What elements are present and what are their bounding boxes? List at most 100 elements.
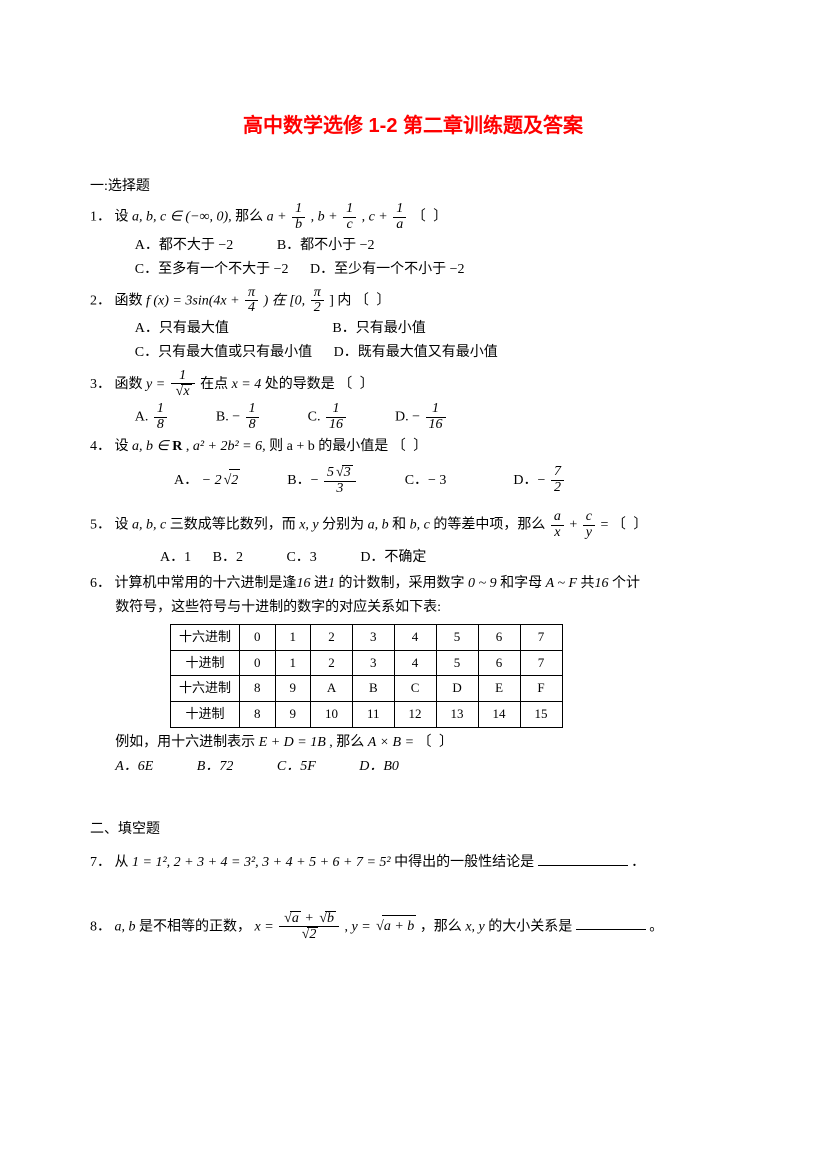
q3-options: A. 18 B. − 18 C. 116 D. − 116 (135, 402, 736, 432)
cell: B (353, 676, 395, 702)
q2-options: A．只有最大值 B．只有最小值 C．只有最大值或只有最小值 D．既有最大值又有最… (135, 318, 736, 365)
q8-xden: 2 (279, 926, 339, 943)
q8-ab: a, b (115, 919, 136, 934)
q1-expr-b: , b + (311, 210, 338, 225)
q1-frac-1: 1b (292, 202, 305, 232)
q8-sqa: a (282, 911, 301, 927)
q5-stem: 5． 设 a, b, c 三数成等比数列，而 x, y 分别为 a, b 和 b… (90, 510, 736, 540)
q4-num: 4． (90, 439, 111, 454)
q4-C: C．− 3 (405, 473, 447, 488)
cell: 12 (394, 702, 436, 728)
q3-y: y = (146, 377, 169, 392)
q5-plus: + (569, 518, 580, 533)
q6-l1b: 进 (314, 576, 328, 591)
q8-num: 8． (90, 919, 111, 934)
q3-sqrt: x (174, 384, 192, 400)
q6-options: A．6E B．72 C．5F D．B0 (115, 756, 736, 778)
q1-num: 1． (90, 210, 111, 225)
q8-pre: 是不相等的正数， (139, 919, 251, 934)
q4-eq: a² + 2b² = 6, (193, 439, 266, 454)
q5-bc: b, c (410, 518, 430, 533)
cell: C (394, 676, 436, 702)
q1-stem: 1． 设 a, b, c ∈ (−∞, 0), 那么 a + 1b , b + … (90, 202, 736, 232)
q6-exa: 例如，用十六进制表示 (115, 735, 255, 750)
question-5: 5． 设 a, b, c 三数成等比数列，而 x, y 分别为 a, b 和 b… (90, 510, 736, 569)
q6-l1a: 计算机中常用的十六进制是逢 (115, 576, 297, 591)
q3-Cn: 1 (326, 402, 346, 417)
cell: 0 (240, 650, 276, 676)
question-7: 7． 从 1 = 1², 2 + 3 + 4 = 3², 3 + 4 + 5 +… (90, 851, 736, 874)
q2-optB: B．只有最小值 (332, 321, 425, 336)
cell: 4 (394, 650, 436, 676)
q8-sqab: a + b (374, 915, 416, 938)
q5-xy: x, y (299, 518, 318, 533)
q8-sqb: b (317, 911, 336, 927)
q5-num: 5． (90, 518, 111, 533)
q6-1: 1 (328, 576, 335, 591)
q2-num: 2． (90, 293, 111, 308)
q3-pre: 函数 (115, 377, 147, 392)
q1-f1n: 1 (292, 202, 305, 217)
q1-expr-a: a + (267, 210, 287, 225)
q5-ab: a, b (368, 518, 389, 533)
q4-Asqrt: 2 (222, 469, 241, 492)
q4-R: R (172, 439, 182, 454)
q3-A: A. (135, 409, 149, 424)
q6-C: C．5F (277, 759, 316, 774)
q3-An: 1 (154, 402, 167, 417)
q8-suf: ，那么 (420, 919, 466, 934)
q2-optD: D．既有最大值又有最小值 (334, 345, 498, 360)
q1-text2: 那么 (235, 210, 263, 225)
q1-f2n: 1 (343, 202, 356, 217)
table-row: 十六进制 01234567 (171, 624, 563, 650)
q5-eq: = (601, 518, 609, 533)
q8-plus1: + (304, 911, 317, 926)
q4-Bsqrt: 3 (334, 465, 353, 481)
q6-paren: 〔 〕 (418, 735, 456, 750)
q4-stem: 4． 设 a, b ∈ R , a² + 2b² = 6, 则 a + b 的最… (90, 436, 736, 458)
table-row: 十六进制 89ABCDEF (171, 676, 563, 702)
q6-af: A ~ F (542, 576, 580, 591)
q2-f: f (x) = 3sin(4x + (146, 293, 243, 308)
q3-fd: x (171, 383, 195, 400)
q8-end: 。 (649, 919, 663, 934)
q2-pi2d: 2 (311, 300, 324, 316)
q2-stem: 2． 函数 f (x) = 3sin(4x + π4 ) 在 [0, π2 ] … (90, 286, 736, 316)
q2-paren: 〔 〕 (355, 293, 393, 308)
q3-Ad: 8 (154, 417, 167, 433)
cell: 3 (353, 624, 395, 650)
q5-pre: 设 (115, 518, 129, 533)
q8-rad2: 2 (307, 927, 318, 943)
q5-f2: cy (583, 510, 595, 540)
cell: 十进制 (171, 650, 240, 676)
q1-optC: C．至多有一个不大于 −2 (135, 262, 289, 277)
q8-yeq: y = (352, 919, 375, 934)
q3-Dn: 1 (426, 402, 446, 417)
q4-ab: a, b ∈ (132, 439, 172, 454)
cell: 10 (311, 702, 353, 728)
q5-f1n: a (551, 510, 564, 525)
q5-paren: 〔 〕 (612, 518, 650, 533)
q1-optD: D．至少有一个不小于 −2 (310, 262, 465, 277)
q4-B5: 5 (327, 465, 334, 480)
q3-fracD: 116 (426, 402, 446, 432)
hex-table: 十六进制 01234567 十进制 01234567 十六进制 89ABCDEF… (170, 624, 563, 728)
q1-optB: B．都不小于 −2 (277, 238, 375, 253)
q1-expr-c: , c + (362, 210, 388, 225)
q3-suf: 处的导数是 (265, 377, 335, 392)
cell: 13 (436, 702, 478, 728)
q8-xnum: a + b (279, 911, 339, 927)
cell: F (520, 676, 562, 702)
cell: 1 (275, 624, 311, 650)
cell: 2 (311, 624, 353, 650)
q2-pi4n: π (245, 286, 258, 301)
q1-frac-2: 1c (343, 202, 356, 232)
cell: 8 (240, 676, 276, 702)
q3-fn: 1 (171, 369, 195, 384)
q6-ed: E + D = 1B (259, 735, 330, 750)
q7-pre: 从 (115, 855, 129, 870)
q2-pi2n: π (311, 286, 324, 301)
q4-Aval: − 2 (202, 473, 222, 488)
q3-stem: 3． 函数 y = 1 x 在点 x = 4 处的导数是 〔 〕 (90, 369, 736, 400)
cell: 8 (240, 702, 276, 728)
